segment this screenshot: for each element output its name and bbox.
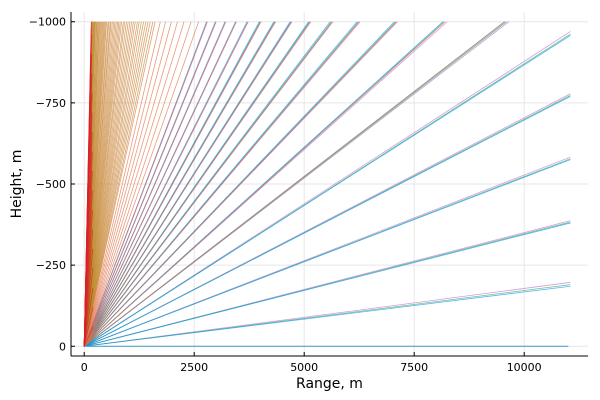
y-tick-label: −500 [36,178,66,191]
ray-line [83,268,94,347]
ray-line [83,21,505,347]
ray-line [83,287,94,347]
ray-line [83,21,185,347]
ray-line [83,21,226,347]
ray-line [83,21,154,347]
ray-line [83,21,140,347]
ray-line [83,21,261,347]
ray-line [83,21,397,347]
x-tick-label: 5000 [290,361,318,374]
y-tick-label: 0 [59,340,66,353]
ray-line [83,21,166,347]
ray-line [83,21,199,347]
ray-line [83,21,144,347]
ray-lines [83,21,571,347]
ray-line [84,96,571,347]
x-tick-label: 2500 [180,361,208,374]
ray-line [83,21,333,347]
ray-line [83,209,89,347]
ray-line [83,35,571,347]
x-tick-label: 10000 [507,361,542,374]
y-axis-label: Height, m [9,150,25,219]
x-axis-label: Range, m [296,376,363,392]
ray-line [83,21,311,347]
ray-line [83,21,276,347]
x-tick-label: 0 [81,361,88,374]
ray-line [83,21,237,347]
ray-line [83,21,217,347]
x-ticks: 0 2500 5000 7500 10000 [81,352,542,374]
ray-line [83,21,117,347]
ray-line [83,307,94,347]
ray-line [83,21,360,347]
ray-line [83,21,136,347]
ray-line [83,21,149,347]
ray-line [83,21,129,347]
ray-line [83,21,178,347]
x-tick-label: 7500 [400,361,428,374]
ray-line [84,285,571,347]
ray-line [83,21,161,347]
y-tick-label: −750 [36,97,66,110]
ray-line [84,222,571,347]
y-ticks: 0 −250 −500 −750 −1000 [29,16,75,353]
ray-line [83,21,172,347]
ray-line [83,21,446,347]
ray-line [83,326,94,347]
ray-line [83,21,126,347]
ray-line [83,21,192,347]
y-tick-label: −1000 [29,16,66,29]
ray-line [84,159,571,347]
ray-line [83,21,249,347]
y-tick-label: −250 [36,259,66,272]
ray-line [83,21,208,347]
ray-line [83,21,292,347]
